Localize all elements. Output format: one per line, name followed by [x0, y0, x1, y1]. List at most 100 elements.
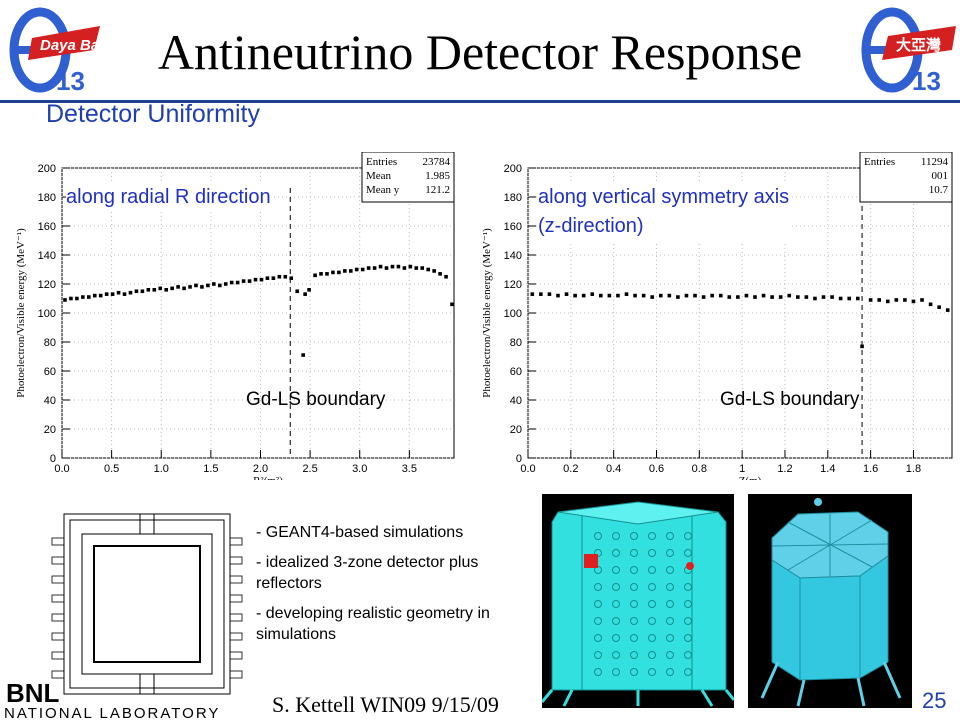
pmt-symbol — [229, 670, 243, 679]
pmt-symbol — [51, 594, 65, 603]
data-point — [81, 295, 85, 299]
data-point — [98, 293, 103, 298]
y-tick-label: 180 — [504, 192, 522, 204]
pmt-dot — [648, 549, 656, 557]
detector-schematic — [51, 513, 243, 695]
data-point — [701, 295, 706, 299]
data-point — [104, 292, 109, 296]
data-point — [301, 353, 305, 357]
logo-left-sub: 13 — [56, 66, 85, 96]
data-point — [450, 302, 454, 307]
data-point — [188, 285, 192, 289]
y-tick-label: 200 — [38, 163, 56, 175]
x-tick-label: 1 — [739, 463, 745, 475]
stats-value: 001 — [932, 170, 949, 182]
x-tick-label: 2.5 — [302, 463, 317, 475]
data-point — [804, 295, 809, 299]
data-point — [194, 283, 198, 288]
data-point — [928, 302, 933, 307]
data-point — [920, 298, 924, 302]
data-point — [307, 288, 311, 292]
data-point — [718, 293, 723, 298]
stats-value: 10.7 — [929, 184, 949, 196]
data-point — [753, 295, 757, 299]
logo-left-text: Daya Bay — [40, 37, 104, 54]
data-point — [366, 266, 371, 270]
data-point — [770, 295, 774, 299]
pmt-dot — [648, 634, 656, 642]
y-tick-label: 100 — [38, 308, 56, 320]
x-tick-label: 1.8 — [906, 463, 921, 475]
x-tick-label: 1.4 — [820, 463, 835, 475]
title-rule — [0, 100, 960, 103]
data-point — [787, 293, 792, 298]
pmt-dot — [684, 549, 692, 557]
data-point — [92, 293, 97, 298]
pmt-dot — [630, 583, 638, 591]
x-tick-label: 0.0 — [520, 463, 535, 475]
detector-render-vessel — [748, 494, 912, 708]
pmt-dot — [684, 600, 692, 608]
data-point — [556, 293, 560, 298]
data-point — [396, 264, 401, 269]
pmt-symbol — [229, 556, 243, 565]
data-point — [277, 274, 282, 279]
data-point — [360, 267, 365, 272]
data-point — [176, 285, 180, 289]
data-point — [761, 293, 766, 298]
y-tick-label: 160 — [504, 221, 522, 233]
data-point — [727, 295, 732, 299]
data-point — [140, 289, 145, 294]
data-point — [885, 299, 890, 304]
stats-box — [859, 152, 953, 203]
data-point — [633, 293, 637, 298]
x-tick-label: 0.0 — [54, 463, 69, 475]
pmt-dot — [630, 668, 638, 676]
pmt-dot — [612, 668, 620, 676]
x-tick-label: 1.2 — [777, 463, 792, 475]
data-point — [426, 267, 430, 272]
chart1-boundary-label: Gd-LS boundary — [246, 389, 386, 410]
pmt-symbol — [229, 575, 243, 584]
pmt-dot — [630, 651, 638, 659]
chart2-overlay-label: along vertical symmetry axis (z-directio… — [538, 183, 790, 241]
data-point — [384, 266, 389, 270]
data-point — [378, 264, 383, 269]
pmt-symbol — [229, 632, 243, 641]
pmt-dot — [594, 668, 602, 676]
data-point — [223, 282, 228, 286]
slide-subtitle: Detector Uniformity — [46, 100, 260, 128]
x-tick-label: 3.5 — [402, 463, 417, 475]
x-tick-label: 1.5 — [203, 463, 218, 475]
pmt-dot — [648, 532, 656, 540]
pmt-symbol — [51, 613, 65, 622]
data-point — [667, 293, 672, 298]
data-point — [894, 298, 899, 302]
pmt-dot — [594, 617, 602, 625]
data-point — [354, 267, 359, 272]
x-tick-label: 0.2 — [563, 463, 578, 475]
pmt-dot — [594, 634, 602, 642]
pmt-dot — [684, 651, 692, 659]
data-point — [69, 296, 73, 301]
pmt-dot — [630, 600, 638, 608]
data-point — [624, 292, 629, 296]
pmt-dot — [612, 617, 620, 625]
pmt-dot — [648, 617, 656, 625]
data-point — [599, 293, 603, 298]
y-tick-label: 160 — [38, 221, 56, 233]
pmt-dot — [684, 532, 692, 540]
x-axis-label: R²(m²) — [253, 475, 283, 480]
y-tick-label: 140 — [38, 250, 56, 262]
data-point — [573, 293, 577, 298]
data-point — [229, 280, 234, 285]
data-point — [170, 286, 174, 291]
pmt-dot — [666, 617, 674, 625]
y-tick-label: 20 — [510, 424, 522, 436]
pmt-dot — [594, 532, 602, 540]
daya-bay-logo-left: Daya Bay 13 — [9, 7, 104, 96]
data-point — [847, 296, 852, 301]
pmt-dot — [612, 634, 620, 642]
data-point — [438, 272, 442, 276]
stats-value: 11294 — [921, 156, 949, 168]
